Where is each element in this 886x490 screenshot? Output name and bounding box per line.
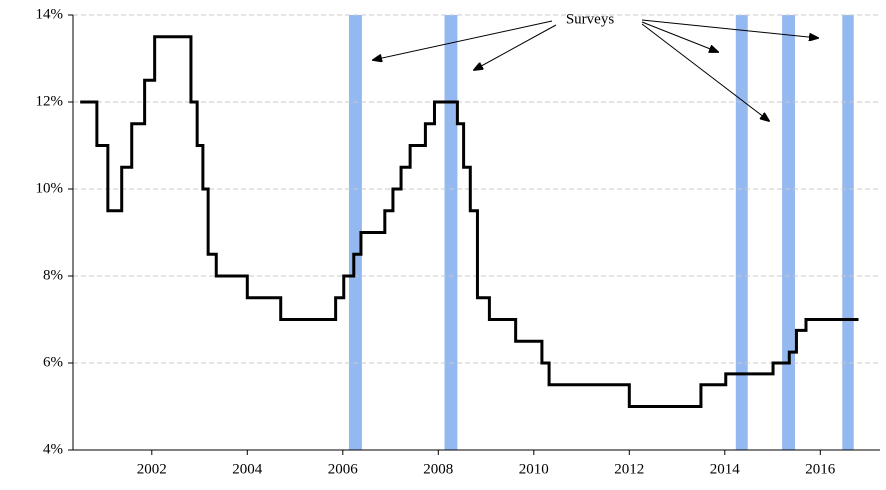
y-tick-label: 10%	[36, 180, 64, 196]
x-tick-label: 2016	[805, 461, 836, 477]
series	[80, 35, 859, 408]
annotation-arrows	[373, 19, 818, 121]
y-tick-label: 4%	[43, 441, 63, 457]
x-tick-label: 2002	[137, 461, 167, 477]
x-tick-label: 2010	[519, 461, 549, 477]
y-tick-label: 12%	[36, 93, 64, 109]
survey-bar	[782, 15, 796, 450]
x-tick-label: 2004	[232, 461, 263, 477]
y-tick-label: 6%	[43, 354, 63, 370]
arrow	[474, 24, 557, 70]
x-tick-label: 2008	[423, 461, 453, 477]
survey-bar	[444, 15, 458, 450]
series-line	[80, 35, 859, 408]
annotation: Surveys	[566, 11, 614, 27]
arrow	[641, 21, 718, 52]
x-tick-label: 2006	[328, 461, 359, 477]
arrow	[641, 23, 769, 121]
survey-bar	[349, 15, 362, 450]
x-tick-label: 2012	[614, 461, 644, 477]
grid: 4% 6% 8% 10% 12% 14% 2002 2004 2006 2008 2010 2012 2…	[36, 6, 880, 477]
survey-bar	[842, 15, 854, 450]
survey-bar	[735, 15, 748, 450]
survey-bars	[349, 15, 854, 450]
arrow	[373, 20, 553, 60]
arrow	[641, 19, 818, 38]
y-tick-label: 8%	[43, 267, 63, 283]
x-tick-label: 2014	[710, 461, 741, 477]
y-tick-label: 14%	[36, 6, 64, 22]
